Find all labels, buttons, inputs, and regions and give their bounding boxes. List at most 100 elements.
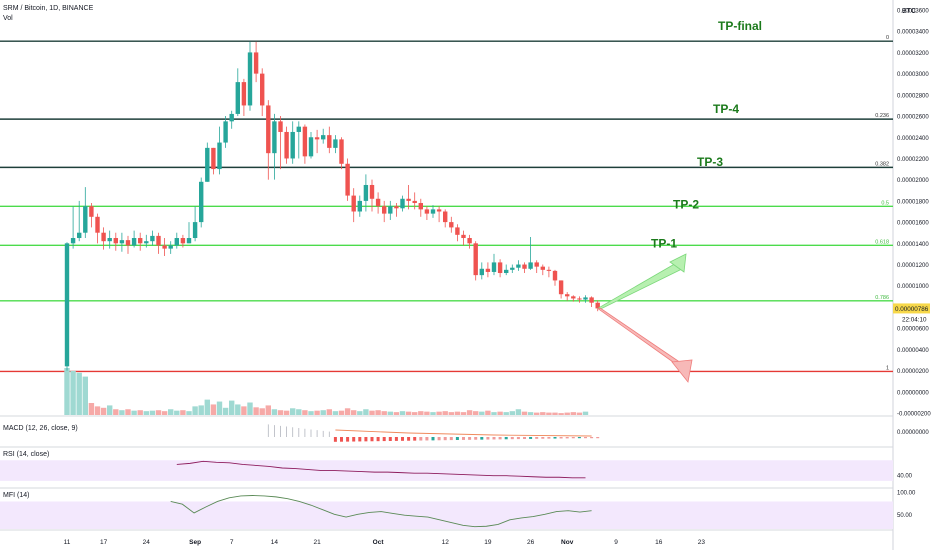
candle-body [473, 243, 478, 276]
candle-body [583, 297, 588, 300]
candle-body [199, 181, 204, 223]
candle-body [461, 234, 466, 239]
volume-bar [180, 410, 186, 415]
macd-histogram-bar [510, 437, 514, 440]
candle-body [516, 264, 521, 268]
candle-body [357, 200, 362, 212]
volume-bar [454, 411, 461, 415]
candle-body [528, 262, 533, 269]
candle-body [491, 262, 497, 272]
volume-bar [320, 410, 326, 415]
current-price-value: 0.00000786 [895, 306, 929, 313]
volume-bar [558, 413, 564, 415]
volume-bar [363, 409, 369, 415]
candle-body [363, 184, 369, 201]
volume-bar [332, 411, 339, 415]
volume-bar [271, 409, 278, 415]
macd-histogram-bar [486, 437, 490, 440]
candle-body [150, 235, 155, 242]
macd-histogram-bar [480, 437, 484, 440]
macd-histogram-bar [584, 437, 587, 439]
candle-body [339, 139, 344, 164]
macd-histogram-bar [370, 437, 374, 442]
volume-bar [100, 407, 107, 415]
x-tick-label: 14 [271, 539, 279, 546]
volume-bar [107, 405, 113, 415]
price-tick-label: 0.00002000 [897, 178, 929, 184]
candle-body [479, 268, 484, 276]
macd-histogram-bar [547, 437, 551, 439]
candle-body [205, 147, 210, 182]
price-pane[interactable] [0, 0, 893, 416]
macd-histogram-bar [394, 437, 398, 441]
candle-body [424, 209, 430, 214]
candle-body [552, 270, 558, 281]
candle-body [119, 240, 125, 244]
fib-level-label: 0 [886, 35, 889, 41]
candle-body [138, 238, 143, 244]
candle-body [247, 52, 253, 106]
fib-level-label: 0.5 [881, 200, 889, 206]
volume-bar [192, 406, 198, 415]
axis-unit-label: BTC [902, 8, 916, 15]
x-tick-label: 23 [698, 539, 706, 546]
candle-body [180, 238, 186, 244]
volume-bar [521, 411, 528, 415]
candle-body [388, 206, 393, 214]
candle-body [540, 266, 545, 270]
volume-bar [229, 400, 235, 415]
candle-body [558, 280, 564, 295]
bullish-arrow-head [669, 253, 687, 273]
macd-histogram-bar [571, 437, 575, 439]
target-label: TP-final [718, 19, 762, 33]
volume-bar [430, 412, 436, 415]
volume-bar [119, 410, 125, 415]
volume-bar [161, 411, 168, 415]
candle-body [83, 206, 88, 233]
volume-bar [527, 412, 534, 415]
macd-histogram-bar [523, 437, 526, 440]
candle-body [333, 139, 338, 148]
volume-bar [448, 412, 454, 415]
price-tick-label: 0.00002600 [897, 115, 929, 121]
volume-bar [259, 408, 265, 415]
volume-bar [76, 372, 82, 415]
x-tick-label: Nov [561, 539, 574, 546]
volume-bar [424, 411, 430, 415]
volume-bar [412, 412, 418, 415]
rsi-title: RSI (14, close) [3, 451, 49, 458]
candle-body [504, 269, 509, 274]
volume-bar [570, 412, 576, 415]
macd-histogram-bar [529, 437, 533, 439]
candle-body [455, 227, 460, 235]
macd-histogram-bar [541, 437, 545, 439]
volume-bar [137, 410, 143, 415]
candle-body [412, 200, 417, 204]
volume-bar [564, 412, 570, 415]
macd-histogram-bar [340, 437, 343, 442]
rsi-line [176, 460, 586, 479]
price-tick-label: -0.00000200 [897, 412, 931, 418]
volume-bar [393, 412, 400, 415]
volume-bar [546, 412, 552, 415]
volume-bar [302, 410, 308, 415]
candle-body [64, 243, 70, 367]
candle-body [400, 198, 405, 209]
candle-body [534, 262, 539, 267]
volume-bar [418, 411, 424, 415]
candle-body [589, 297, 594, 303]
price-tick-label: 0.00002200 [897, 157, 929, 163]
candle-body [162, 245, 167, 249]
candle-body [101, 232, 106, 242]
price-tick-label: 0.00001400 [897, 242, 929, 248]
volume-bar [357, 411, 363, 415]
volume-bar [576, 412, 583, 415]
candle-body [497, 262, 503, 274]
candle-body [95, 216, 100, 233]
candle-body [510, 267, 515, 270]
x-tick-label: 17 [100, 539, 108, 546]
volume-bar [125, 409, 131, 415]
candle-body [284, 131, 289, 159]
